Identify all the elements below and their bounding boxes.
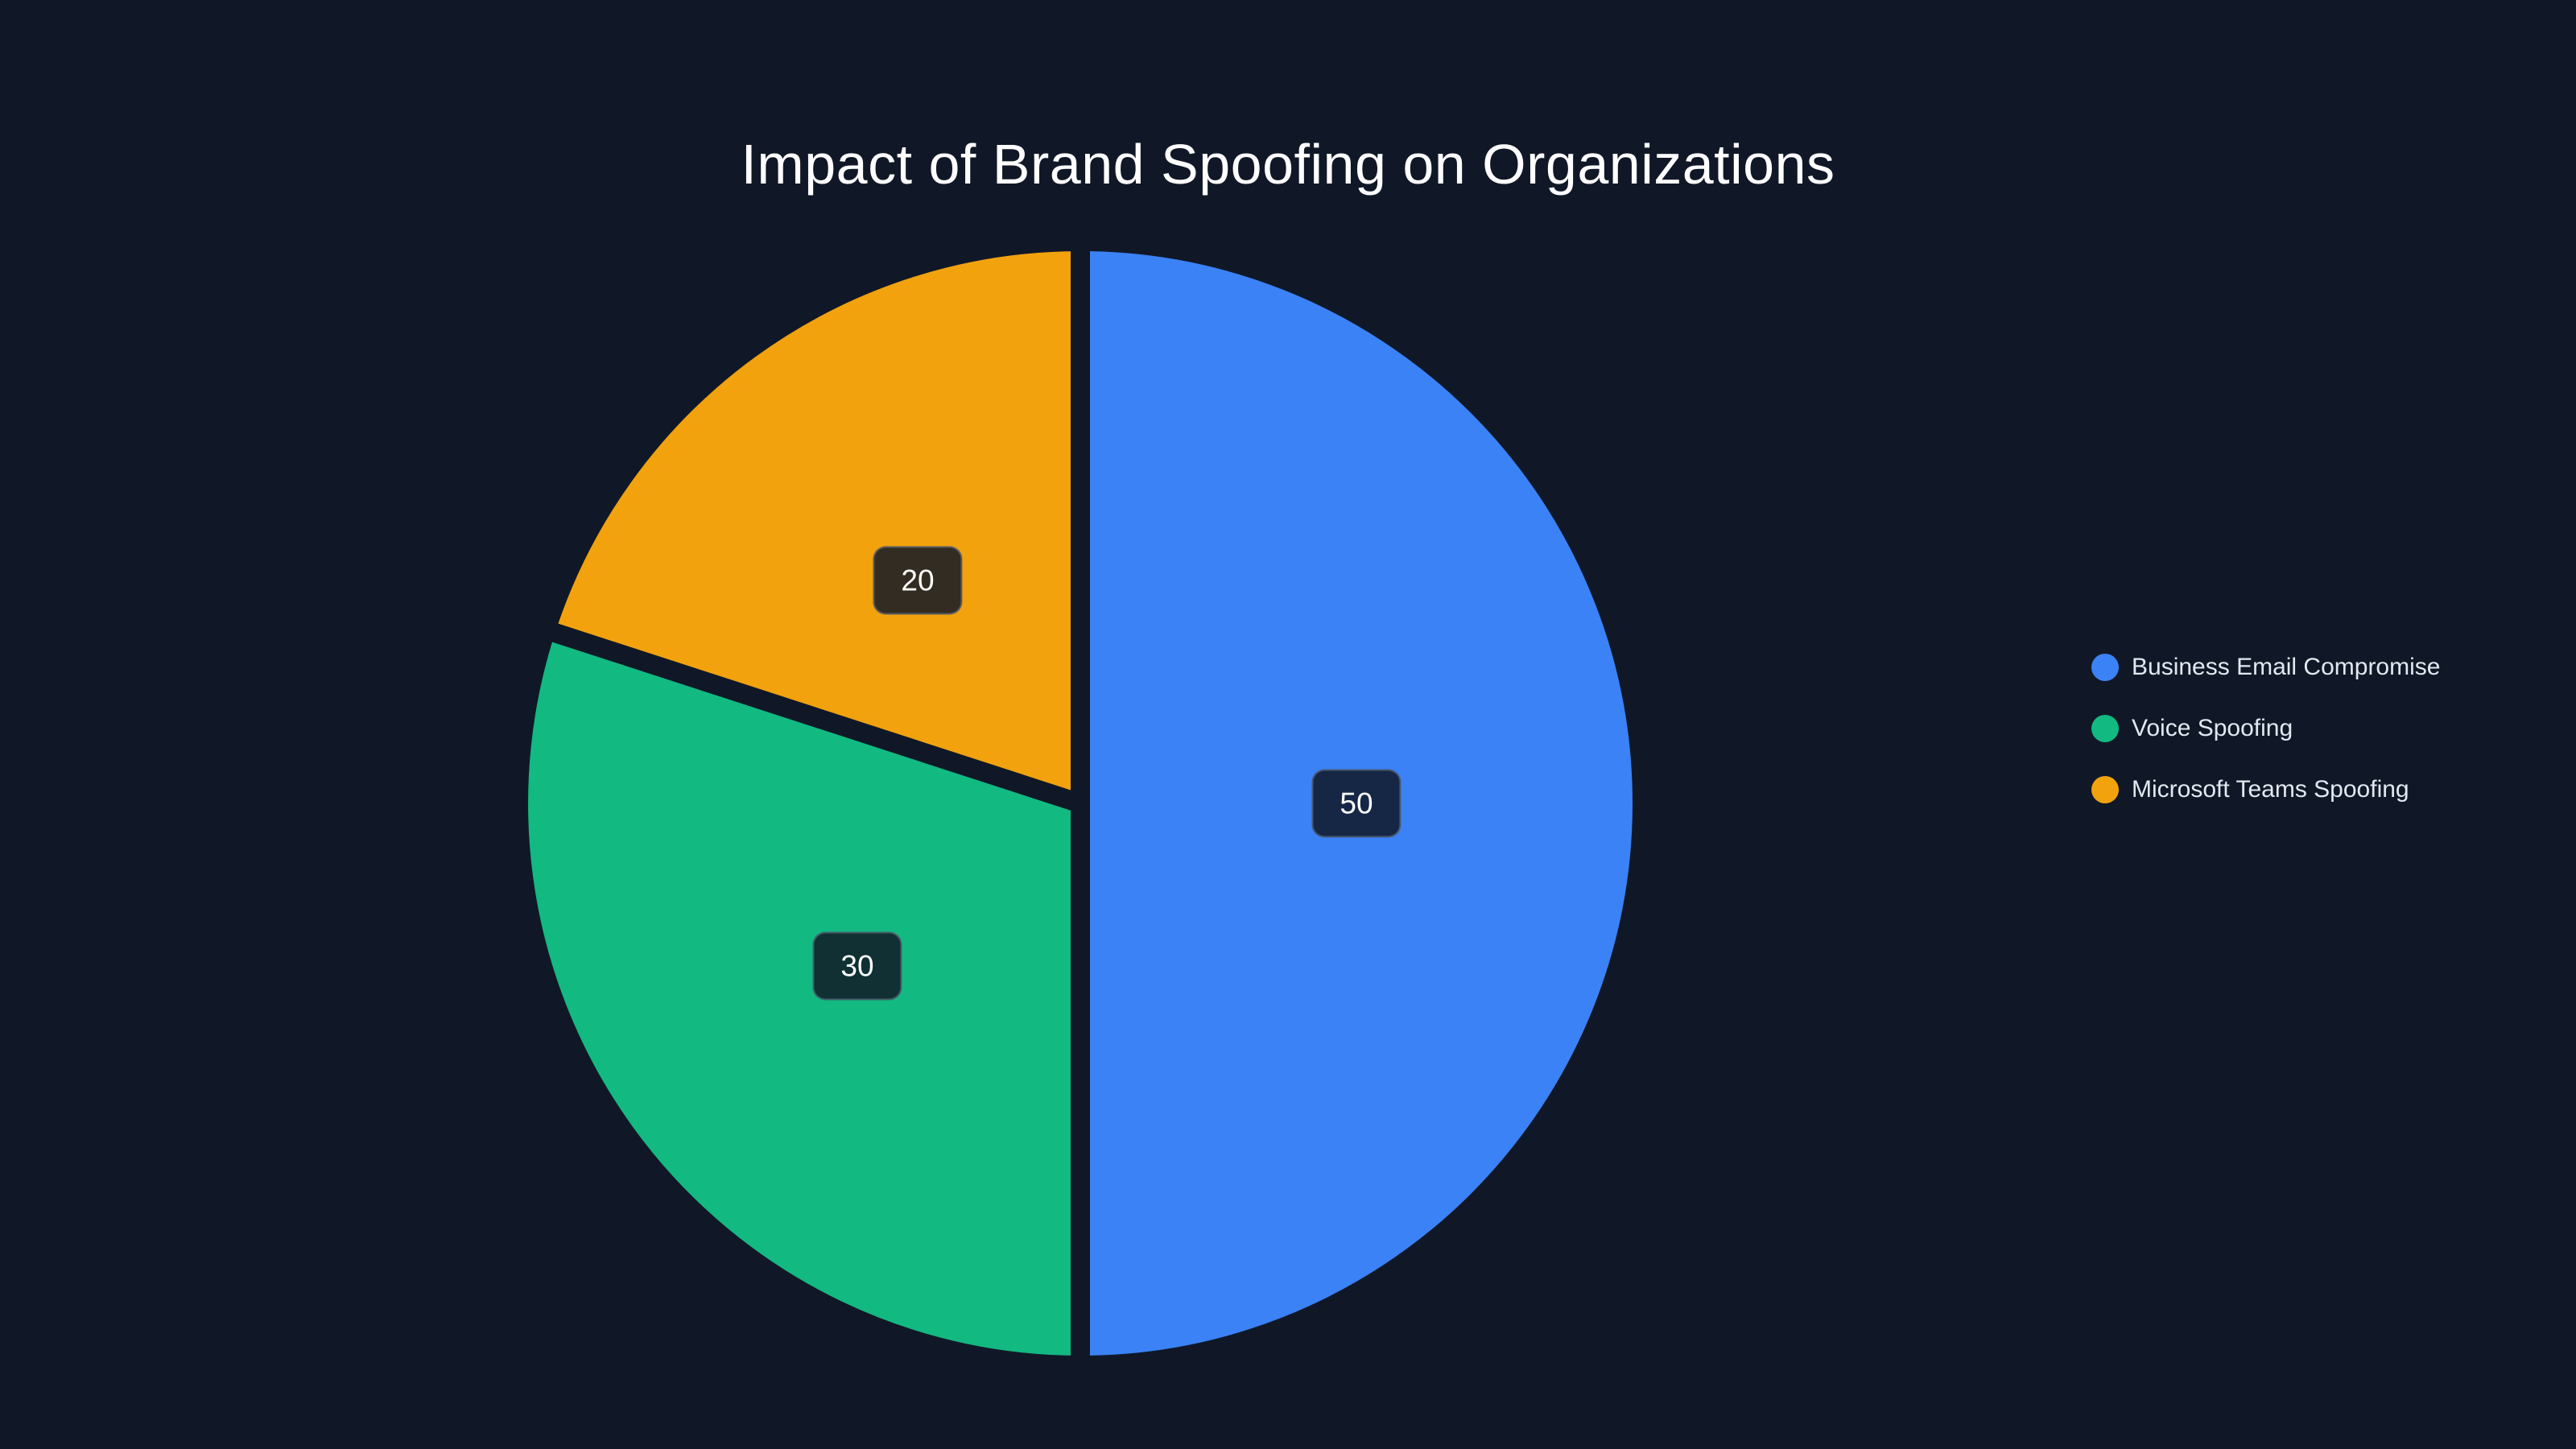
legend-item-label: Microsoft Teams Spoofing [2132, 776, 2409, 803]
legend-swatch-icon [2091, 654, 2119, 681]
legend: Business Email Compromise Voice Spoofing… [2091, 650, 2440, 807]
pie-slice-2[interactable] [536, 232, 1090, 813]
legend-swatch-icon [2091, 776, 2119, 803]
pie-slice-0[interactable] [1071, 232, 1652, 1375]
legend-item-voice-spoofing[interactable]: Voice Spoofing [2091, 711, 2440, 746]
pie-slice-1[interactable] [509, 620, 1090, 1375]
legend-item-microsoft-teams-spoofing[interactable]: Microsoft Teams Spoofing [2091, 772, 2440, 807]
legend-item-label: Business Email Compromise [2132, 654, 2441, 680]
legend-item-business-email-compromise[interactable]: Business Email Compromise [2091, 650, 2440, 685]
legend-swatch-icon [2091, 715, 2119, 742]
legend-item-label: Voice Spoofing [2132, 715, 2293, 741]
chart-title: Impact of Brand Spoofing on Organization… [741, 132, 1835, 196]
